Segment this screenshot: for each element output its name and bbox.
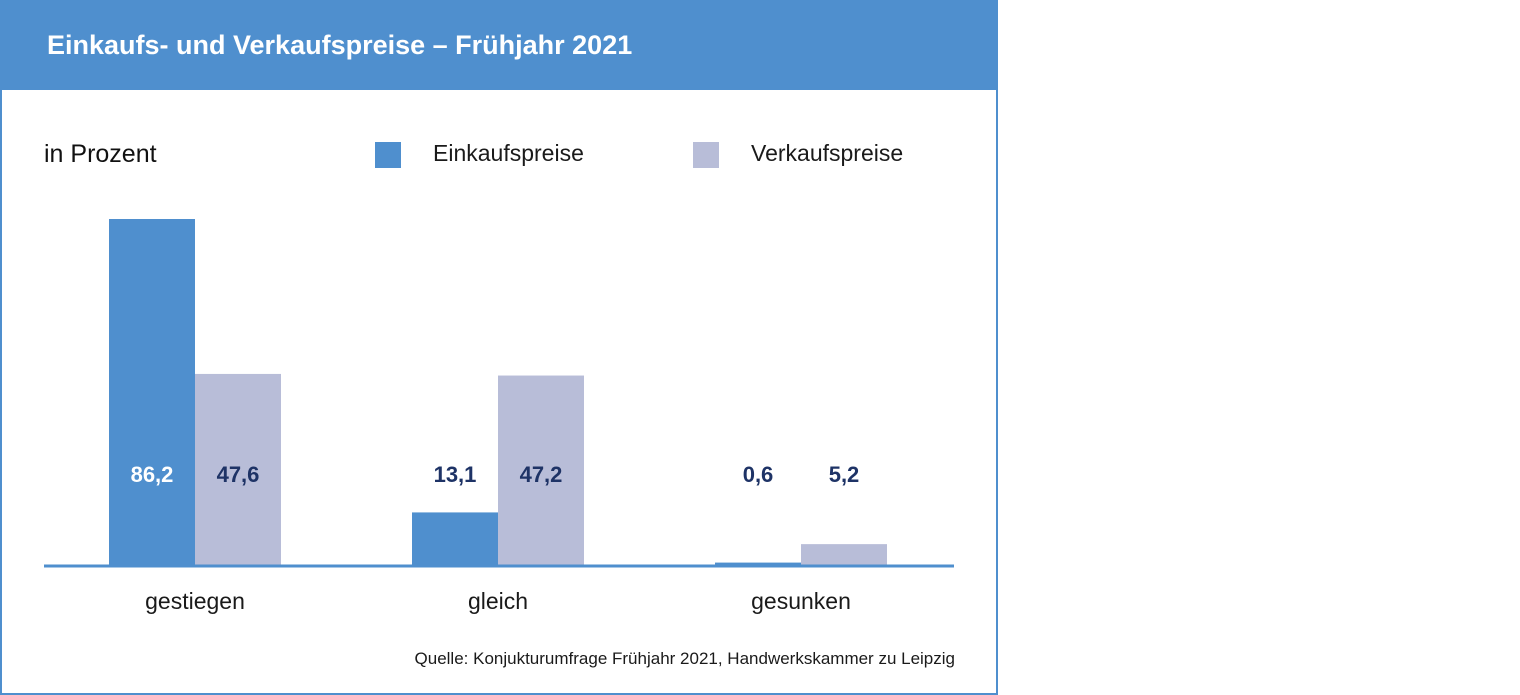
value-label-einkaufspreise-gestiegen: 86,2 xyxy=(131,462,174,487)
value-label-verkaufspreise-gesunken: 5,2 xyxy=(829,462,860,487)
bar-chart: 86,2 47,6 gestiegen 13,1 47,2 gleich 0,6 5,2 ges… xyxy=(44,219,954,614)
value-label-einkaufspreise-gleich: 13,1 xyxy=(434,462,477,487)
bar-verkaufspreise-gestiegen xyxy=(195,373,281,565)
value-label-verkaufspreise-gleich: 47,2 xyxy=(520,462,563,487)
bar-einkaufspreise-gleich xyxy=(412,512,498,565)
source-note: Quelle: Konjukturumfrage Frühjahr 2021, … xyxy=(414,649,955,668)
legend-swatch-verkaufspreise xyxy=(693,142,719,168)
value-label-einkaufspreise-gesunken: 0,6 xyxy=(743,462,774,487)
category-label-gleich: gleich xyxy=(468,588,528,614)
bar-einkaufspreise-gesunken xyxy=(715,562,801,565)
bar-verkaufspreise-gleich xyxy=(498,375,584,565)
legend-label-einkaufspreise: Einkaufspreise xyxy=(433,140,584,166)
bar-verkaufspreise-gesunken xyxy=(801,544,887,565)
legend-swatch-einkaufspreise xyxy=(375,142,401,168)
legend-label-verkaufspreise: Verkaufspreise xyxy=(751,140,904,166)
bar-einkaufspreise-gestiegen xyxy=(109,219,195,565)
header-bar: Einkaufs- und Verkaufspreise – Frühjahr … xyxy=(2,2,996,90)
chart-title: Einkaufs- und Verkaufspreise – Frühjahr … xyxy=(47,30,633,60)
category-label-gestiegen: gestiegen xyxy=(145,588,245,614)
unit-label: in Prozent xyxy=(44,140,157,168)
chart-panel: Einkaufs- und Verkaufspreise – Frühjahr … xyxy=(0,0,998,695)
value-label-verkaufspreise-gestiegen: 47,6 xyxy=(217,462,260,487)
category-label-gesunken: gesunken xyxy=(751,588,851,614)
